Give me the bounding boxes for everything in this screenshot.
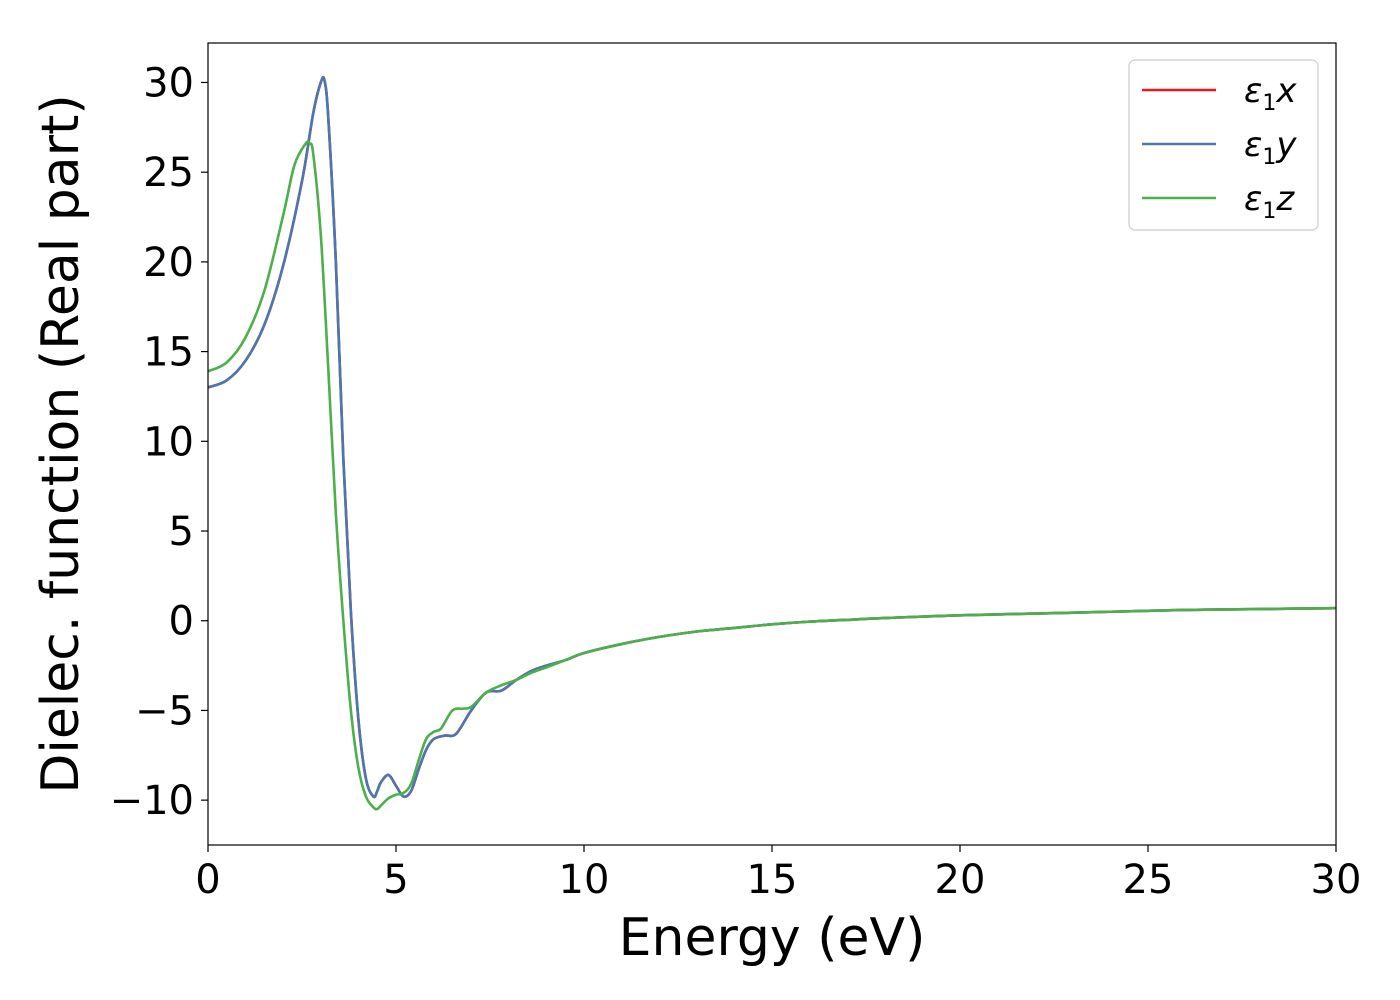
x-tick-label: 0: [195, 857, 220, 903]
y-tick-label: 20: [143, 240, 194, 286]
y-tick-label: −10: [110, 778, 194, 824]
legend-box: [1128, 59, 1319, 231]
y-axis-ticks: 30 25 20 15 10 5 0 −5 −10: [110, 60, 208, 824]
x-tick-label: 15: [747, 857, 798, 903]
x-axis-title: Energy (eV): [619, 908, 926, 968]
y-tick-label: 5: [169, 509, 194, 555]
legend-label-y: ε1y: [1244, 125, 1297, 170]
x-tick-label: 30: [1311, 857, 1362, 903]
y-tick-label: 10: [143, 419, 194, 465]
x-tick-label: 5: [383, 857, 408, 903]
x-tick-label: 20: [935, 857, 986, 903]
legend: ε1x ε1y ε1z: [1128, 59, 1319, 231]
y-tick-label: 30: [143, 60, 194, 106]
y-tick-label: 0: [169, 599, 194, 645]
legend-label-x: ε1x: [1244, 71, 1297, 116]
series-line-z: [207, 140, 1337, 811]
x-axis-ticks: 0 5 10 15 20 25 30: [195, 845, 1361, 903]
y-tick-label: 25: [143, 150, 194, 196]
x-tick-label: 10: [559, 857, 610, 903]
y-tick-label: −5: [135, 688, 194, 734]
legend-label-z: ε1z: [1244, 179, 1295, 224]
legend-items: ε1x ε1y ε1z: [1142, 71, 1297, 224]
y-tick-label: 15: [143, 330, 194, 376]
y-axis-title: Dielec. function (Real part): [31, 94, 91, 793]
series-layer: [207, 75, 1337, 811]
x-tick-label: 25: [1123, 857, 1174, 903]
